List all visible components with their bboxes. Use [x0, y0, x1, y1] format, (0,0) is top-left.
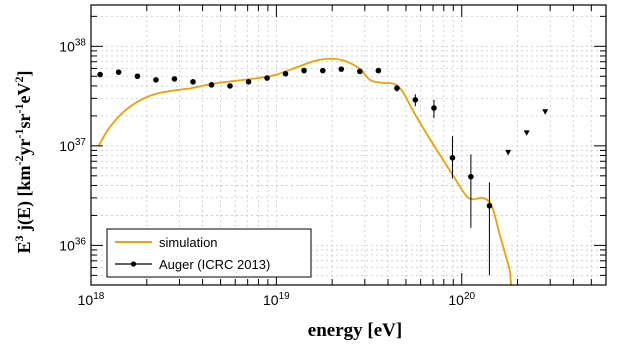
auger-data-point	[227, 83, 233, 89]
legend: simulation Auger (ICRC 2013)	[106, 228, 312, 278]
auger-data-point	[357, 68, 363, 75]
legend-simulation-label: simulation	[159, 235, 218, 250]
legend-box	[106, 228, 312, 278]
ticks	[90, 5, 607, 286]
auger-data-point	[208, 82, 215, 88]
y-tick-exp: 38	[75, 37, 87, 48]
y-tick-base: 10	[59, 138, 75, 154]
auger-data-point	[264, 75, 270, 81]
auger-data-point	[282, 70, 289, 77]
legend-auger-marker	[130, 261, 137, 267]
auger-data-point	[245, 78, 252, 85]
x-axis-label: energy [eV]	[308, 320, 402, 341]
auger-data-point	[486, 202, 493, 209]
plot-frame	[90, 4, 607, 286]
auger-data-point	[338, 66, 345, 72]
y-label-a-sup: 3	[12, 235, 26, 241]
auger-data-point	[468, 173, 474, 180]
y-tick-label: 1036	[59, 236, 86, 253]
y-label-c-sup: -1	[12, 128, 26, 138]
y-tick-base: 10	[59, 237, 75, 253]
y-tick-exp: 37	[75, 137, 87, 148]
y-label-c: yr	[14, 138, 34, 155]
series-layer	[97, 57, 549, 285]
auger-data-point	[97, 71, 103, 78]
y-label-d-sup: -1	[12, 103, 26, 113]
y-tick-label: 1038	[59, 37, 86, 54]
auger-data-point	[301, 67, 307, 74]
legend-auger-label: Auger (ICRC 2013)	[159, 257, 270, 272]
upper-limit-marker	[505, 149, 512, 156]
series-clip-group	[97, 57, 549, 285]
x-tick-exp: 20	[464, 291, 476, 302]
y-label-a: E	[14, 241, 34, 253]
auger-data-point	[449, 154, 456, 161]
auger-data-point	[190, 78, 196, 85]
y-label-e: eV	[14, 82, 34, 103]
auger-data-point	[412, 97, 419, 103]
auger-data-point	[115, 69, 122, 75]
x-tick-label: 1019	[263, 291, 290, 308]
auger-data-point	[319, 67, 326, 74]
auger-data-point	[394, 85, 400, 91]
y-axis-label: E3 j(E) [km-2yr-1sr-1eV2]	[12, 70, 35, 253]
x-tick-base: 10	[78, 292, 94, 308]
y-tick-exp: 36	[75, 236, 87, 247]
y-label-b: j(E) [km	[14, 165, 35, 235]
y-tick-label: 1037	[59, 137, 86, 154]
x-tick-label: 1018	[78, 291, 105, 308]
auger-data-point	[153, 77, 159, 83]
y-label-e-sup: 2	[12, 76, 26, 82]
auger-data-point	[134, 73, 141, 80]
x-tick-exp: 19	[279, 291, 291, 302]
y-label-b-sup: -2	[12, 155, 26, 165]
y-label-d: sr	[14, 113, 34, 128]
auger-data-point	[375, 67, 382, 74]
x-tick-base: 10	[263, 292, 279, 308]
auger-data-point	[171, 76, 178, 82]
x-tick-base: 10	[448, 292, 464, 308]
upper-limit-marker	[542, 109, 549, 115]
upper-limit-marker	[523, 130, 530, 136]
auger-data-point	[431, 105, 437, 111]
x-tick-exp: 18	[93, 291, 105, 302]
x-tick-label: 1020	[448, 291, 475, 308]
y-tick-base: 10	[59, 38, 75, 54]
y-label-f: ]	[14, 70, 34, 76]
